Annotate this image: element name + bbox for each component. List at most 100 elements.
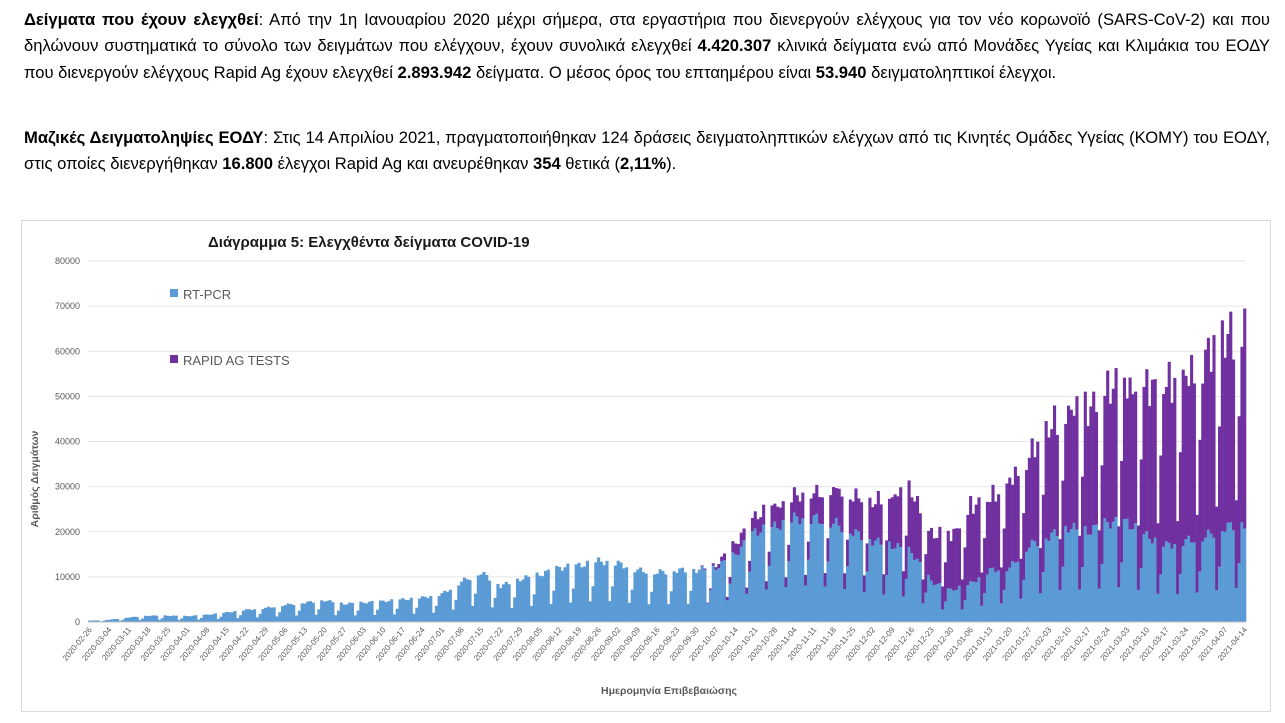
bar-rt-pcr bbox=[1089, 534, 1093, 622]
bar-rapid-ag bbox=[1243, 308, 1247, 529]
bar-rt-pcr bbox=[258, 613, 262, 622]
bar-rt-pcr bbox=[253, 609, 257, 622]
bar-rt-pcr bbox=[426, 598, 430, 622]
bar-rt-pcr bbox=[602, 565, 606, 622]
bar-rapid-ag bbox=[720, 556, 724, 562]
bar-rt-pcr bbox=[476, 575, 480, 622]
bar-rapid-ag bbox=[1178, 452, 1182, 575]
y-tick-label: 0 bbox=[75, 617, 80, 627]
bar-rt-pcr bbox=[1041, 572, 1045, 622]
bar-rt-pcr bbox=[862, 592, 866, 622]
bar-rt-pcr bbox=[286, 603, 290, 622]
bar-rt-pcr bbox=[792, 512, 796, 622]
bar-rapid-ag bbox=[871, 507, 875, 546]
bar-rt-pcr bbox=[734, 554, 738, 622]
bar-rapid-ag bbox=[1058, 539, 1062, 591]
bar-rt-pcr bbox=[915, 558, 920, 622]
bar-rt-pcr bbox=[532, 594, 536, 622]
bar-rapid-ag bbox=[890, 497, 894, 550]
bar-rapid-ag bbox=[1145, 369, 1149, 532]
bar-rapid-ag bbox=[703, 568, 707, 570]
bar-rt-pcr bbox=[121, 619, 125, 622]
bar-rt-pcr bbox=[790, 522, 794, 622]
bar-rt-pcr bbox=[1005, 571, 1009, 622]
bar-rt-pcr bbox=[132, 616, 136, 622]
bar-rt-pcr bbox=[1008, 567, 1012, 622]
bar-rt-pcr bbox=[633, 572, 637, 622]
bar-rapid-ag bbox=[935, 537, 939, 585]
p1-segment: κλινικά δείγματα ενώ από Μονάδες Υγείας … bbox=[24, 36, 1270, 82]
bar-rapid-ag bbox=[983, 538, 987, 594]
bar-rapid-ag bbox=[1142, 386, 1146, 535]
bar-rapid-ag bbox=[952, 528, 956, 591]
x-axis-title: Ημερομηνία Επιβεβαιώσης bbox=[601, 685, 737, 697]
bar-rt-pcr bbox=[247, 609, 251, 622]
bar-rapid-ag bbox=[764, 581, 768, 590]
bar-rt-pcr bbox=[345, 604, 349, 622]
bar-rt-pcr bbox=[155, 615, 159, 622]
bar-rt-pcr bbox=[938, 583, 942, 622]
bar-rt-pcr bbox=[348, 602, 352, 622]
bar-rapid-ag bbox=[876, 490, 880, 538]
bar-rt-pcr bbox=[1066, 532, 1071, 622]
y-tick-label: 40000 bbox=[55, 437, 80, 447]
bar-rapid-ag bbox=[966, 514, 970, 586]
bar-rt-pcr bbox=[913, 559, 917, 622]
bar-rt-pcr bbox=[392, 614, 396, 622]
bar-rt-pcr bbox=[227, 612, 231, 622]
bar-rt-pcr bbox=[1153, 537, 1157, 622]
bar-rt-pcr bbox=[409, 597, 413, 622]
bar-rt-pcr bbox=[1164, 541, 1168, 622]
bar-rapid-ag bbox=[924, 554, 928, 593]
bar-rapid-ag bbox=[1025, 470, 1029, 552]
bar-rt-pcr bbox=[501, 584, 506, 622]
bar-rt-pcr bbox=[873, 540, 878, 622]
bar-rt-pcr bbox=[387, 601, 391, 622]
y-tick-label: 50000 bbox=[55, 391, 80, 401]
bar-rapid-ag bbox=[773, 503, 777, 522]
p2-segment: θετικά ( bbox=[560, 154, 620, 174]
bar-rt-pcr bbox=[1100, 563, 1104, 622]
legend: RT-PCR RAPID AG TESTS bbox=[170, 287, 290, 368]
bar-rt-pcr bbox=[499, 588, 503, 622]
bar-rt-pcr bbox=[611, 586, 615, 622]
bar-rt-pcr bbox=[446, 591, 450, 622]
bar-rt-pcr bbox=[678, 568, 682, 622]
bar-rapid-ag bbox=[1170, 402, 1174, 549]
bar-rapid-ag bbox=[1050, 429, 1054, 533]
bar-rt-pcr bbox=[801, 518, 805, 622]
bar-rapid-ag bbox=[1047, 437, 1051, 542]
bar-rt-pcr bbox=[381, 600, 385, 622]
bar-rt-pcr bbox=[711, 565, 715, 622]
bar-rapid-ag bbox=[759, 517, 763, 533]
bar-rt-pcr bbox=[1201, 541, 1205, 622]
bar-rapid-ag bbox=[1187, 386, 1191, 536]
bar-rt-pcr bbox=[515, 578, 520, 622]
bar-rt-pcr bbox=[1136, 589, 1141, 622]
bar-rt-pcr bbox=[854, 529, 858, 622]
bar-rt-pcr bbox=[180, 618, 184, 622]
bar-rapid-ag bbox=[910, 497, 914, 554]
bar-rapid-ag bbox=[1125, 398, 1129, 519]
bar-rt-pcr bbox=[350, 602, 355, 622]
bar-rt-pcr bbox=[485, 574, 489, 622]
bar-rapid-ag bbox=[1089, 406, 1093, 535]
bar-rapid-ag bbox=[736, 544, 741, 556]
bar-rt-pcr bbox=[479, 574, 483, 622]
bar-rt-pcr bbox=[1047, 541, 1051, 622]
bar-rt-pcr bbox=[832, 523, 836, 622]
bar-rt-pcr bbox=[689, 590, 693, 622]
bar-rapid-ag bbox=[756, 519, 760, 536]
bar-rapid-ag bbox=[798, 501, 802, 525]
bar-rapid-ag bbox=[921, 579, 925, 604]
bar-rt-pcr bbox=[904, 578, 908, 622]
y-tick-label: 60000 bbox=[55, 346, 80, 356]
p1-segment: δείγματα. Ο μέσος όρος του επταημέρου εί… bbox=[471, 62, 816, 82]
bar-rt-pcr bbox=[328, 600, 332, 622]
bar-rt-pcr bbox=[647, 604, 651, 622]
bar-rapid-ag bbox=[1198, 439, 1202, 572]
bar-rt-pcr bbox=[1139, 568, 1143, 622]
bar-rapid-ag bbox=[994, 501, 998, 573]
p2-segment: ). bbox=[666, 154, 677, 174]
bar-rapid-ag bbox=[929, 527, 934, 581]
